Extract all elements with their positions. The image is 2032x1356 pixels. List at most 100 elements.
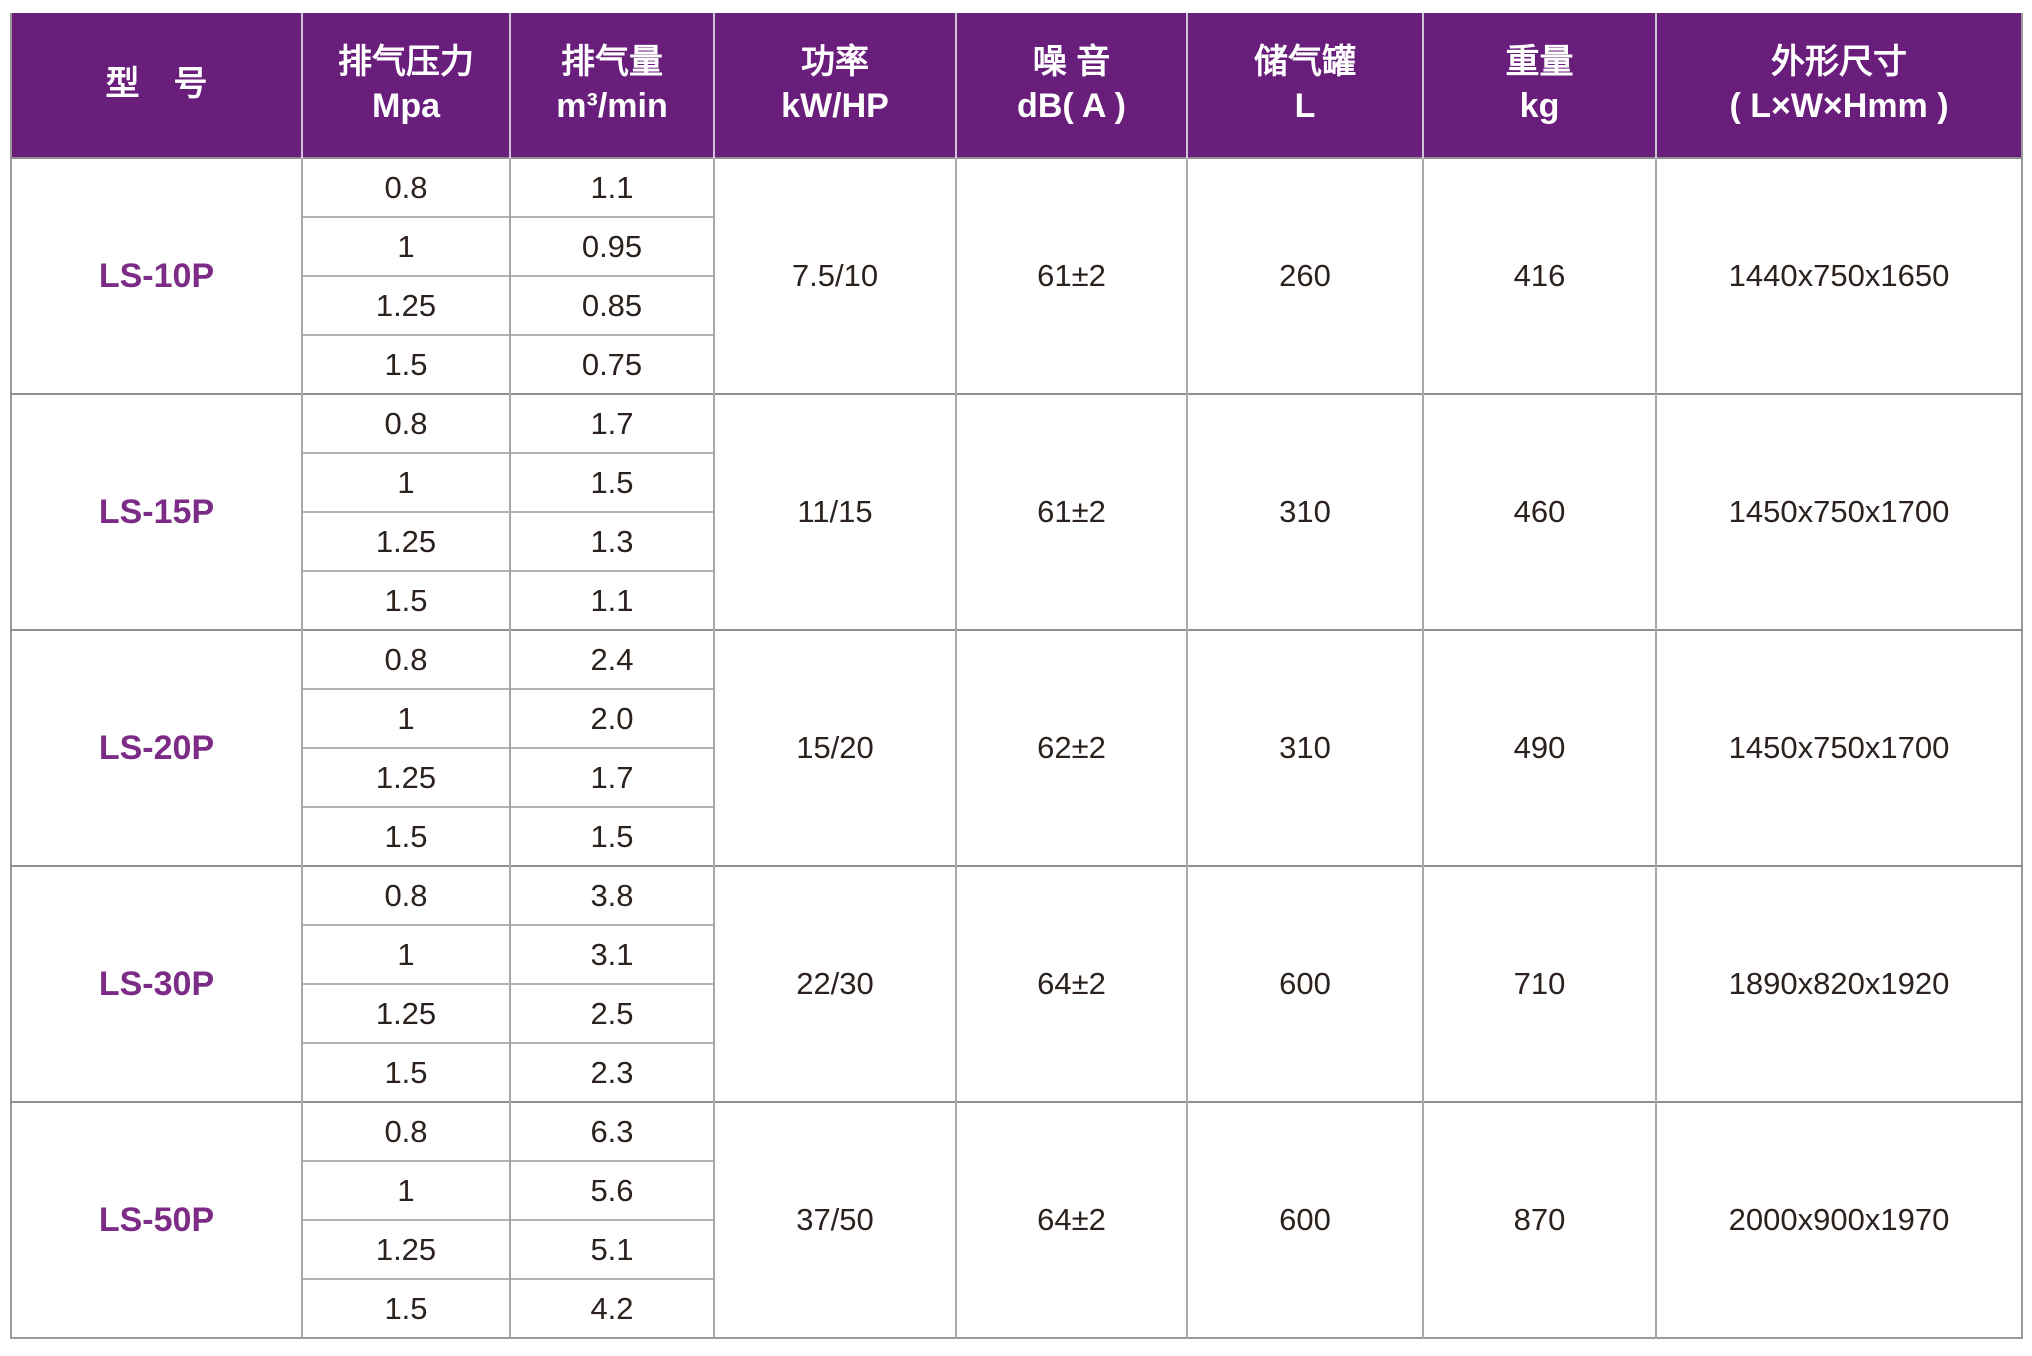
table-row: 1.5 4.2: [11, 1278, 2022, 1338]
table-row: 1.5 0.75: [11, 334, 2022, 394]
model-name-cell: LS-10P: [11, 157, 302, 394]
weight-cell: 460: [1422, 393, 1656, 630]
volume-cell: 3.1: [509, 924, 714, 984]
volume-cell: 1.1: [509, 157, 714, 217]
volume-cell: 1.5: [509, 806, 714, 866]
noise-cell: 61±2: [955, 157, 1187, 394]
pressure-cell: 1.25: [301, 511, 510, 571]
pressure-cell: 0.8: [301, 157, 510, 217]
tank-cell: 600: [1186, 865, 1423, 1102]
dimensions-cell: 2000x900x1970: [1655, 1101, 2022, 1338]
model-name-cell: LS-50P: [11, 1101, 302, 1338]
pressure-cell: 1.25: [301, 983, 510, 1043]
pressure-cell: 1.25: [301, 747, 510, 807]
volume-cell: 2.4: [509, 629, 714, 689]
tank-cell: 310: [1186, 629, 1423, 866]
pressure-cell: 1.5: [301, 334, 510, 394]
header-dimensions-unit: ( L×W×Hmm ): [1729, 87, 1949, 125]
pressure-cell: 0.8: [301, 1101, 510, 1161]
header-weight-label: 重量: [1505, 43, 1574, 82]
table-row: LS-10P 0.8 1.1 7.5/10 61±2 260 416 1440x…: [11, 157, 2022, 394]
header-pressure-unit: Mpa: [372, 87, 440, 125]
noise-cell: 62±2: [955, 629, 1187, 866]
table-row: 1 2.0: [11, 688, 2022, 748]
volume-cell: 4.2: [509, 1278, 714, 1338]
table-row: 1.25 0.85: [11, 275, 2022, 335]
power-cell: 15/20: [713, 629, 956, 866]
header-model-label: 型 号: [105, 65, 208, 104]
table-row: 1.5 1.1: [11, 570, 2022, 630]
dimensions-cell: 1890x820x1920: [1655, 865, 2022, 1102]
table-row: 1.25 1.7: [11, 747, 2022, 807]
table-row: 1.25 5.1: [11, 1219, 2022, 1279]
weight-cell: 870: [1422, 1101, 1656, 1338]
pressure-cell: 1.25: [301, 1219, 510, 1279]
header-row: 型 号 排气压力 Mpa 排气量 m³/min 功率 kW/HP 噪 音 dB(…: [11, 13, 2022, 158]
header-dimensions-label: 外形尺寸: [1771, 43, 1907, 82]
pressure-cell: 1.5: [301, 1278, 510, 1338]
header-volume-unit: m³/min: [556, 87, 668, 125]
table-row: LS-20P 0.8 2.4 15/20 62±2 310 490 1450x7…: [11, 629, 2022, 866]
table-row: 1 3.1: [11, 924, 2022, 984]
spec-table: 型 号 排气压力 Mpa 排气量 m³/min 功率 kW/HP 噪 音 dB(…: [10, 13, 2023, 1339]
header-cell-weight: 重量 kg: [1422, 13, 1656, 158]
table-row: 1 0.95: [11, 216, 2022, 276]
weight-cell: 416: [1422, 157, 1656, 394]
pressure-cell: 1.5: [301, 570, 510, 630]
dimensions-cell: 1440x750x1650: [1655, 157, 2022, 394]
model-name-cell: LS-15P: [11, 393, 302, 630]
table-row: 1.25 2.5: [11, 983, 2022, 1043]
header-tank-label: 储气罐: [1254, 43, 1356, 82]
table-row: 1 1.5: [11, 452, 2022, 512]
volume-cell: 2.0: [509, 688, 714, 748]
volume-cell: 2.5: [509, 983, 714, 1043]
power-cell: 22/30: [713, 865, 956, 1102]
pressure-cell: 1: [301, 688, 510, 748]
header-noise-unit: dB( A ): [1017, 87, 1126, 125]
table-row: LS-30P 0.8 3.8 22/30 64±2 600 710 1890x8…: [11, 865, 2022, 1102]
table-row: 1 5.6: [11, 1160, 2022, 1220]
volume-cell: 1.7: [509, 393, 714, 453]
power-cell: 37/50: [713, 1101, 956, 1338]
volume-cell: 1.1: [509, 570, 714, 630]
pressure-cell: 1: [301, 216, 510, 276]
header-noise-label: 噪 音: [1032, 43, 1111, 82]
noise-cell: 64±2: [955, 1101, 1187, 1338]
pressure-cell: 1.5: [301, 1042, 510, 1102]
dimensions-cell: 1450x750x1700: [1655, 393, 2022, 630]
table-row: 1.25 1.3: [11, 511, 2022, 571]
volume-cell: 2.3: [509, 1042, 714, 1102]
volume-cell: 3.8: [509, 865, 714, 925]
header-cell-tank: 储气罐 L: [1186, 13, 1423, 158]
volume-cell: 6.3: [509, 1101, 714, 1161]
pressure-cell: 1: [301, 924, 510, 984]
header-cell-volume: 排气量 m³/min: [509, 13, 714, 158]
volume-cell: 0.75: [509, 334, 714, 394]
pressure-cell: 0.8: [301, 865, 510, 925]
pressure-cell: 1: [301, 452, 510, 512]
header-cell-power: 功率 kW/HP: [713, 13, 956, 158]
header-cell-dimensions: 外形尺寸 ( L×W×Hmm ): [1655, 13, 2022, 158]
power-cell: 7.5/10: [713, 157, 956, 394]
volume-cell: 1.3: [509, 511, 714, 571]
table-row: LS-15P 0.8 1.7 11/15 61±2 310 460 1450x7…: [11, 393, 2022, 630]
header-cell-noise: 噪 音 dB( A ): [955, 13, 1187, 158]
volume-cell: 1.5: [509, 452, 714, 512]
header-cell-pressure: 排气压力 Mpa: [301, 13, 510, 158]
noise-cell: 64±2: [955, 865, 1187, 1102]
header-power-label: 功率: [801, 43, 869, 82]
pressure-cell: 1.5: [301, 806, 510, 866]
tank-cell: 310: [1186, 393, 1423, 630]
weight-cell: 710: [1422, 865, 1656, 1102]
pressure-cell: 0.8: [301, 393, 510, 453]
volume-cell: 5.1: [509, 1219, 714, 1279]
pressure-cell: 1: [301, 1160, 510, 1220]
power-cell: 11/15: [713, 393, 956, 630]
header-power-unit: kW/HP: [781, 87, 889, 125]
dimensions-cell: 1450x750x1700: [1655, 629, 2022, 866]
table-row: LS-50P 0.8 6.3 37/50 64±2 600 870 2000x9…: [11, 1101, 2022, 1338]
model-name-cell: LS-30P: [11, 865, 302, 1102]
tank-cell: 260: [1186, 157, 1423, 394]
header-pressure-label: 排气压力: [338, 43, 474, 82]
